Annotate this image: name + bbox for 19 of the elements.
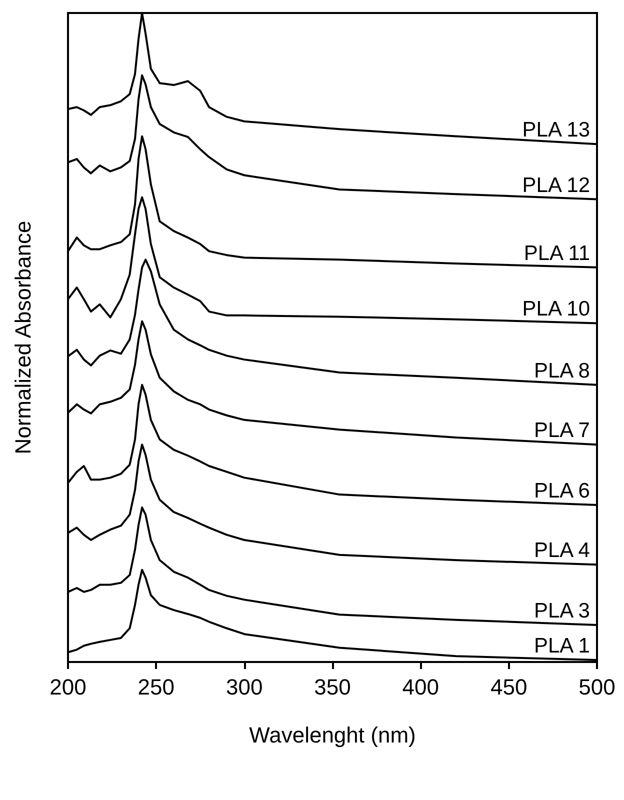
series-label: PLA 12 <box>522 174 590 197</box>
series-label: PLA 1 <box>534 634 590 658</box>
x-tick-label: 200 <box>50 674 86 700</box>
y-axis-title: Normalized Absorbance <box>10 220 36 454</box>
x-tick-label: 450 <box>490 674 528 700</box>
series-label: PLA 6 <box>534 479 590 502</box>
x-tick-label: 350 <box>314 674 351 700</box>
series-label: PLA 13 <box>522 118 590 142</box>
x-tick-label: 400 <box>402 674 440 700</box>
series-label: PLA 8 <box>534 359 590 382</box>
series-label: PLA 10 <box>522 298 590 321</box>
x-tick-label: 250 <box>138 674 175 700</box>
x-axis-title: Wavelenght (nm) <box>249 722 416 748</box>
series-label: PLA 11 <box>524 242 590 265</box>
x-tick-label: 500 <box>578 674 616 700</box>
x-tick-label: 300 <box>226 674 263 700</box>
series-label: PLA 4 <box>534 539 590 562</box>
series-label: PLA 7 <box>534 419 590 442</box>
series-label: PLA 3 <box>534 600 590 623</box>
